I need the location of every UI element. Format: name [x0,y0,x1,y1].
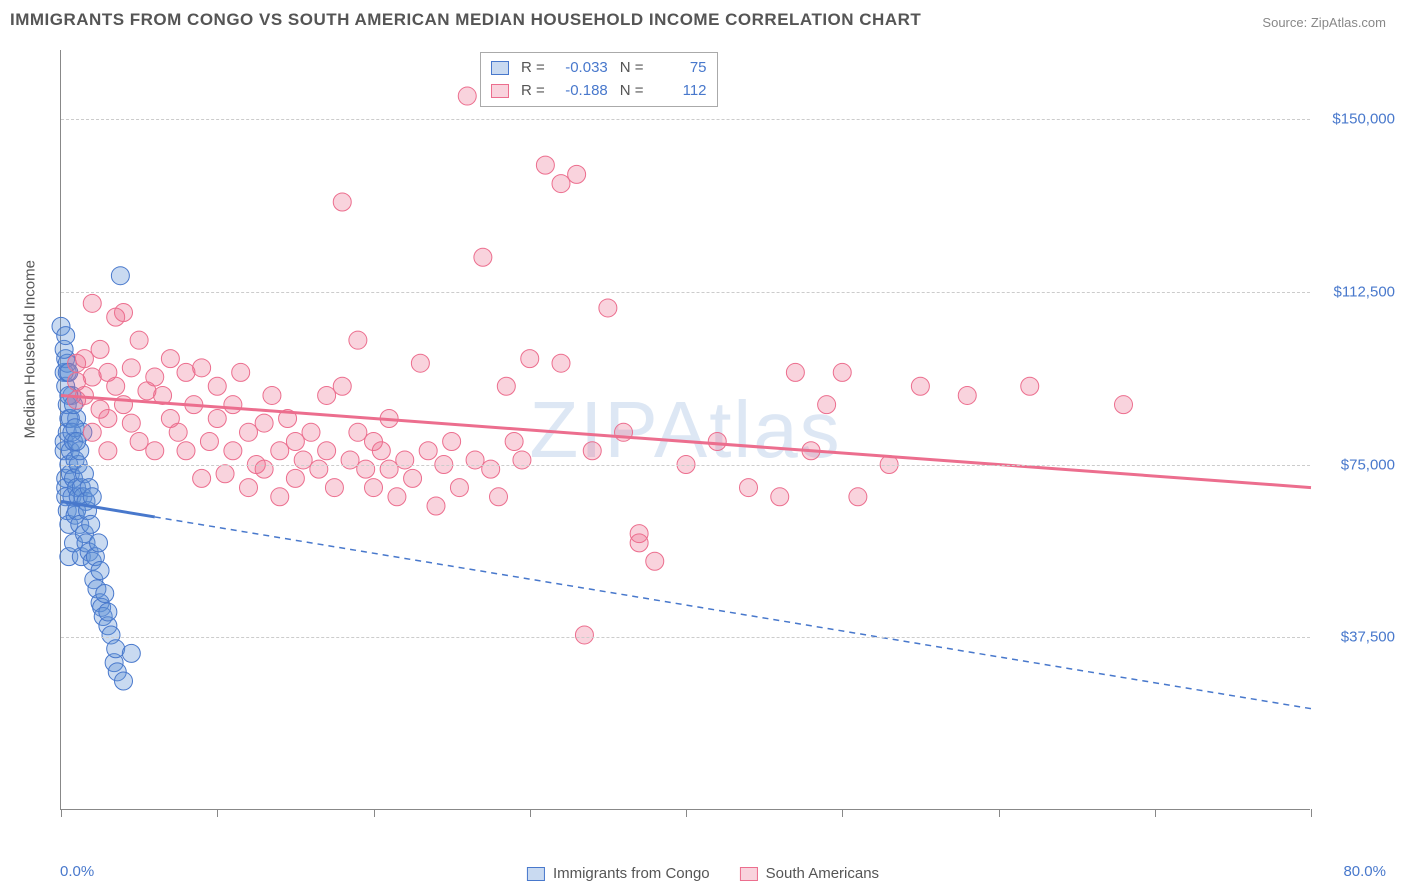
x-axis-max-label: 80.0% [1343,863,1386,880]
stats-n-label-2: N = [620,80,644,103]
legend-label-2: South Americans [766,865,879,882]
stats-row-series1: R = -0.033 N = 75 [491,57,707,80]
legend-item-1: Immigrants from Congo [527,865,710,882]
stats-n-label-1: N = [620,57,644,80]
y-tick-label: $112,500 [1315,283,1395,300]
legend-item-2: South Americans [740,865,879,882]
legend-swatch-1 [527,867,545,881]
source-value: ZipAtlas.com [1311,15,1386,30]
legend-label-1: Immigrants from Congo [553,865,710,882]
x-axis-min-label: 0.0% [60,863,94,880]
chart-title: IMMIGRANTS FROM CONGO VS SOUTH AMERICAN … [10,10,921,30]
y-axis-label: Median Household Income [22,260,39,438]
stats-n-value-2: 112 [652,80,707,103]
swatch-series1 [491,61,509,75]
y-tick-label: $75,000 [1315,456,1395,473]
stats-r-label-1: R = [521,57,545,80]
stats-n-value-1: 75 [652,57,707,80]
swatch-series2 [491,84,509,98]
stats-r-value-2: -0.188 [553,80,608,103]
bottom-legend: Immigrants from Congo South Americans [527,865,879,882]
scatter-svg [61,50,1310,809]
correlation-chart: IMMIGRANTS FROM CONGO VS SOUTH AMERICAN … [10,10,1396,882]
stats-r-value-1: -0.033 [553,57,608,80]
legend-swatch-2 [740,867,758,881]
source-label: Source: [1262,15,1307,30]
y-tick-label: $150,000 [1315,111,1395,128]
stats-r-label-2: R = [521,80,545,103]
source-attribution: Source: ZipAtlas.com [1262,15,1386,30]
stats-legend-box: R = -0.033 N = 75 R = -0.188 N = 112 [480,52,718,107]
stats-row-series2: R = -0.188 N = 112 [491,80,707,103]
y-tick-label: $37,500 [1315,629,1395,646]
plot-area: ZIPAtlas $37,500$75,000$112,500$150,000 [60,50,1310,810]
